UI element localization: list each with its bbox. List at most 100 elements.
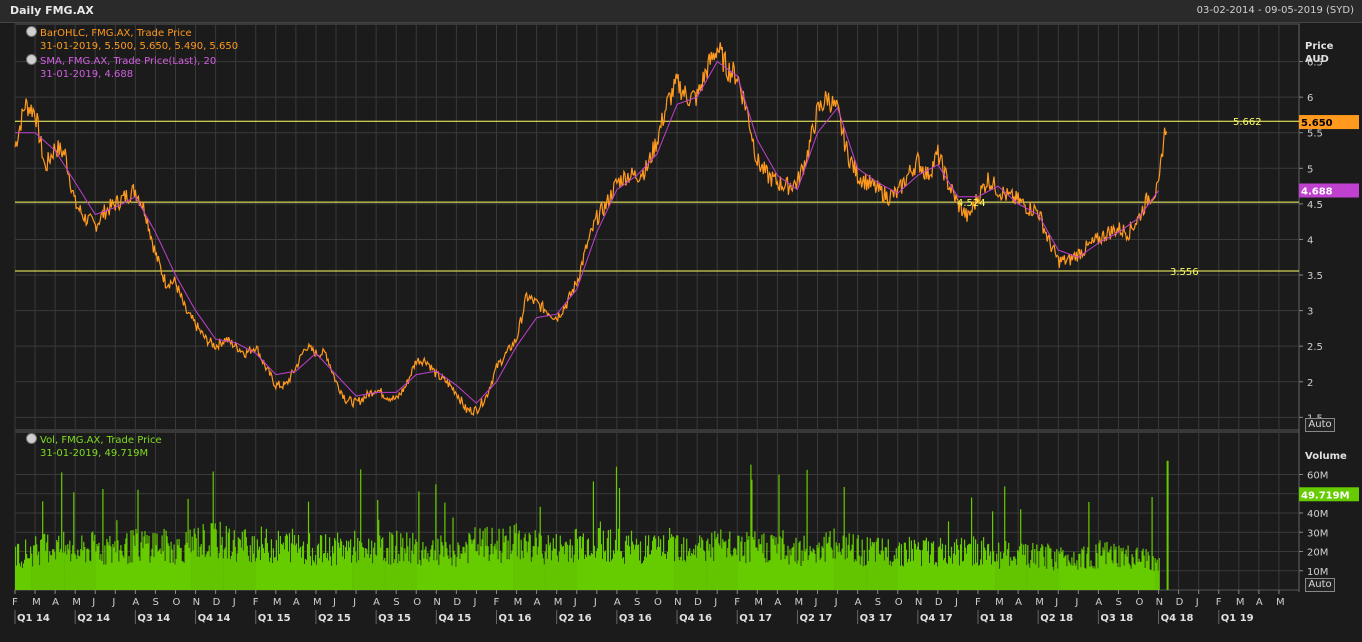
volume-bar bbox=[1105, 564, 1107, 590]
chart-title: Daily FMG.AX bbox=[10, 4, 94, 17]
legend-sma-icon[interactable] bbox=[26, 54, 37, 65]
volume-bar bbox=[223, 549, 225, 590]
volume-bar bbox=[934, 562, 937, 590]
volume-bar bbox=[512, 543, 514, 590]
volume-bar bbox=[1097, 568, 1099, 590]
volume-bar bbox=[1034, 549, 1036, 590]
volume-bar bbox=[850, 549, 852, 590]
volume-bar bbox=[877, 537, 879, 590]
volume-bar bbox=[384, 557, 386, 590]
volume-bar bbox=[1098, 543, 1100, 590]
volume-bar bbox=[145, 543, 147, 590]
volume-bar bbox=[963, 560, 965, 590]
volume-bar bbox=[197, 527, 199, 590]
x-month-label: O bbox=[895, 597, 903, 608]
volume-bar bbox=[874, 561, 876, 590]
volume-bar bbox=[143, 536, 145, 590]
volume-bar bbox=[1066, 566, 1068, 590]
volume-bar bbox=[509, 526, 511, 590]
legend-bar-icon[interactable] bbox=[26, 26, 37, 37]
volume-bar bbox=[128, 555, 130, 590]
volume-bar bbox=[534, 530, 536, 590]
volume-bar bbox=[499, 550, 501, 590]
volume-bar bbox=[785, 555, 787, 590]
volume-bar bbox=[163, 528, 165, 590]
volume-bar bbox=[18, 544, 20, 590]
volume-bar bbox=[279, 535, 281, 590]
volume-bar bbox=[417, 564, 419, 590]
volume-bar bbox=[461, 554, 463, 590]
x-month-label: N bbox=[1156, 597, 1163, 608]
volume-bar bbox=[896, 558, 898, 590]
legend-sma[interactable]: SMA, FMG.AX, Trade Price(Last), 20 bbox=[26, 54, 216, 69]
volume-bar bbox=[1080, 567, 1082, 590]
volume-bar bbox=[262, 548, 264, 590]
volume-tick-label: 40M bbox=[1307, 509, 1328, 520]
volume-bar bbox=[928, 562, 930, 590]
volume-bar bbox=[605, 561, 607, 590]
volume-bar bbox=[1115, 546, 1117, 590]
x-month-label: D bbox=[935, 597, 943, 608]
volume-bar bbox=[531, 557, 533, 590]
volume-bar bbox=[1119, 567, 1121, 590]
volume-bar bbox=[689, 548, 691, 590]
volume-bar bbox=[758, 539, 760, 590]
volume-bar bbox=[340, 538, 342, 590]
volume-bar bbox=[921, 550, 923, 590]
volume-bar bbox=[455, 566, 457, 590]
volume-bar bbox=[194, 533, 196, 590]
volume-bar bbox=[696, 557, 698, 590]
volume-bar bbox=[367, 553, 369, 590]
volume-bar bbox=[1157, 570, 1159, 590]
price-auto-button[interactable]: Auto bbox=[1305, 418, 1335, 432]
volume-bar bbox=[686, 538, 688, 590]
volume-bar bbox=[1150, 569, 1152, 590]
volume-bar bbox=[416, 541, 418, 590]
volume-bar bbox=[615, 466, 618, 590]
volume-bar bbox=[636, 545, 639, 590]
volume-bar bbox=[165, 530, 167, 590]
volume-bar bbox=[112, 544, 114, 590]
volume-bar bbox=[268, 561, 270, 590]
volume-bar bbox=[63, 531, 65, 590]
volume-bar bbox=[1078, 554, 1080, 590]
volume-bar bbox=[1083, 546, 1085, 590]
volume-bar bbox=[293, 535, 296, 590]
volume-bar bbox=[902, 566, 904, 590]
volume-bar bbox=[551, 550, 553, 590]
legend-vol-title: Vol, FMG.AX, Trade Price bbox=[40, 435, 162, 446]
volume-bar bbox=[609, 529, 612, 590]
volume-bar bbox=[323, 553, 325, 590]
volume-bar bbox=[447, 555, 449, 590]
date-range[interactable]: 03-02-2014 - 09-05-2019 (SYD) bbox=[1196, 5, 1354, 16]
volume-bar bbox=[1047, 543, 1049, 590]
volume-bar bbox=[801, 550, 803, 590]
x-month-label: M bbox=[1035, 597, 1044, 608]
volume-bar bbox=[533, 546, 535, 590]
volume-bar bbox=[226, 558, 228, 590]
volume-bar bbox=[1039, 551, 1041, 590]
volume-bar bbox=[973, 536, 975, 590]
volume-bar bbox=[472, 540, 474, 590]
volume-bar bbox=[933, 564, 936, 590]
volume-bar bbox=[469, 534, 471, 590]
volume-bar bbox=[1004, 486, 1006, 590]
legend-bar[interactable]: BarOHLC, FMG.AX, Trade Price bbox=[26, 26, 192, 41]
volume-bar bbox=[505, 535, 507, 590]
volume-auto-button[interactable]: Auto bbox=[1305, 578, 1335, 592]
volume-bar bbox=[108, 545, 110, 590]
volume-bar bbox=[859, 564, 861, 590]
volume-bar bbox=[82, 550, 84, 590]
volume-bar bbox=[1055, 561, 1057, 590]
volume-bar bbox=[947, 521, 950, 590]
volume-bar bbox=[24, 559, 26, 590]
volume-bar bbox=[449, 544, 451, 590]
legend-vol-icon[interactable] bbox=[26, 433, 37, 444]
volume-bar bbox=[222, 558, 224, 590]
volume-bar bbox=[100, 554, 102, 590]
legend-vol[interactable]: Vol, FMG.AX, Trade Price bbox=[26, 433, 162, 448]
volume-bar bbox=[422, 542, 424, 590]
volume-bar bbox=[1056, 549, 1058, 590]
volume-bar bbox=[488, 561, 490, 590]
x-month-label: A bbox=[1095, 597, 1102, 608]
